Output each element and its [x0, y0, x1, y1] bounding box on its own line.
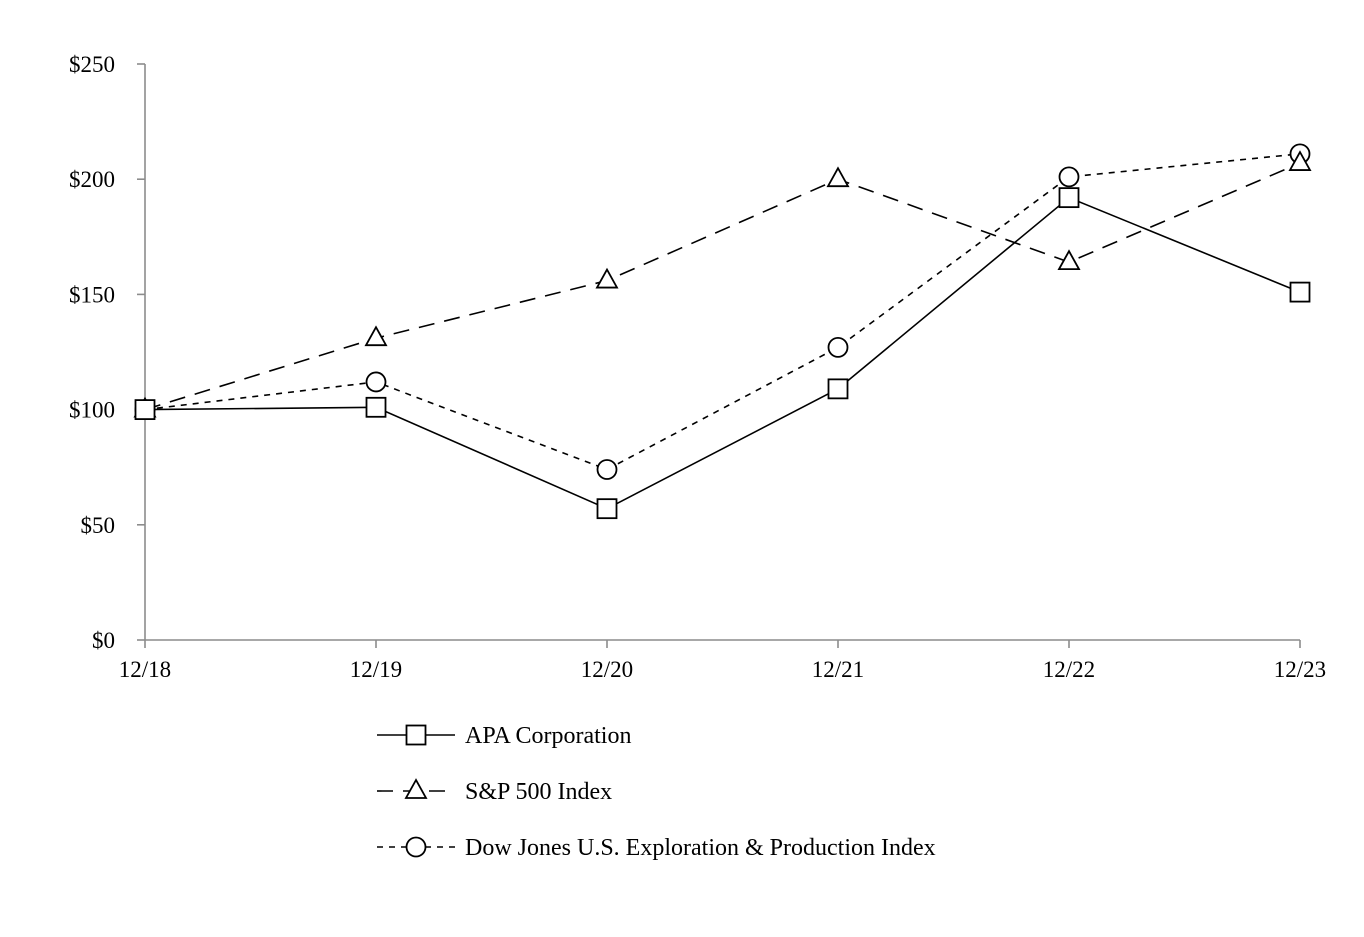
axes: $0 $50 $100 $150 $200 $250 12/18 12/19 12/20 12/2… [69, 52, 1326, 682]
data-point-square-apa-corporation [1289, 281, 1311, 303]
y-tick-label: $200 [69, 167, 115, 192]
legend-marker-circle [405, 836, 427, 858]
data-point-square-apa-corporation [134, 399, 156, 421]
series-line-sandp-500-index [144, 162, 1301, 411]
x-tick-label: 12/22 [1043, 657, 1095, 682]
legend-marker-square [405, 724, 427, 746]
x-tick-label: 12/18 [119, 657, 171, 682]
data-point-circle-dow-jones-u-s-exploration-and-production-index [596, 459, 618, 480]
y-tick-label: $50 [81, 513, 116, 538]
y-tick-label: $0 [92, 628, 115, 653]
series-apa-corporation [134, 187, 1311, 520]
legend-item-dow-jones-u-s-exploration-and-production-index: Dow Jones U.S. Exploration & Production … [377, 835, 936, 861]
x-tick-label: 12/21 [812, 657, 864, 682]
legend: APA Corporation S&P 500 Index Dow Jones U.… [377, 723, 936, 861]
x-tick-label: 12/20 [581, 657, 633, 682]
y-tick-label: $150 [69, 282, 115, 307]
data-point-circle-dow-jones-u-s-exploration-and-production-index [365, 371, 387, 393]
legend-item-sandp-500-index: S&P 500 Index [377, 778, 612, 805]
legend-label: Dow Jones U.S. Exploration & Production … [465, 835, 936, 861]
data-point-circle-dow-jones-u-s-exploration-and-production-index [827, 336, 849, 358]
x-tick-label: 12/19 [350, 657, 402, 682]
data-point-square-apa-corporation [596, 498, 618, 520]
data-point-square-apa-corporation [827, 378, 849, 400]
data-point-circle-dow-jones-u-s-exploration-and-production-index [1058, 166, 1080, 188]
legend-marker-triangle [404, 778, 428, 799]
series-line-dow-jones-u-s-exploration-and-production-index [144, 153, 1301, 471]
legend-label: S&P 500 Index [465, 779, 612, 805]
data-point-triangle-sandp-500-index [1057, 249, 1081, 271]
y-tick-label: $100 [69, 398, 115, 423]
data-point-square-apa-corporation [365, 396, 387, 418]
data-point-triangle-sandp-500-index [364, 325, 388, 347]
data-point-triangle-sandp-500-index [1288, 150, 1312, 171]
series-line-apa-corporation [144, 196, 1301, 510]
x-tick-label: 12/23 [1274, 657, 1326, 682]
y-tick-label: $250 [69, 52, 115, 77]
data-point-triangle-sandp-500-index [826, 166, 850, 188]
series-layer [133, 143, 1312, 520]
legend-item-apa-corporation: APA Corporation [377, 723, 631, 749]
series-dow-jones-u-s-exploration-and-production-index [134, 143, 1311, 480]
data-point-square-apa-corporation [1058, 187, 1080, 209]
data-point-triangle-sandp-500-index [595, 267, 619, 289]
series-sandp-500-index [133, 150, 1312, 418]
legend-label: APA Corporation [465, 723, 631, 749]
